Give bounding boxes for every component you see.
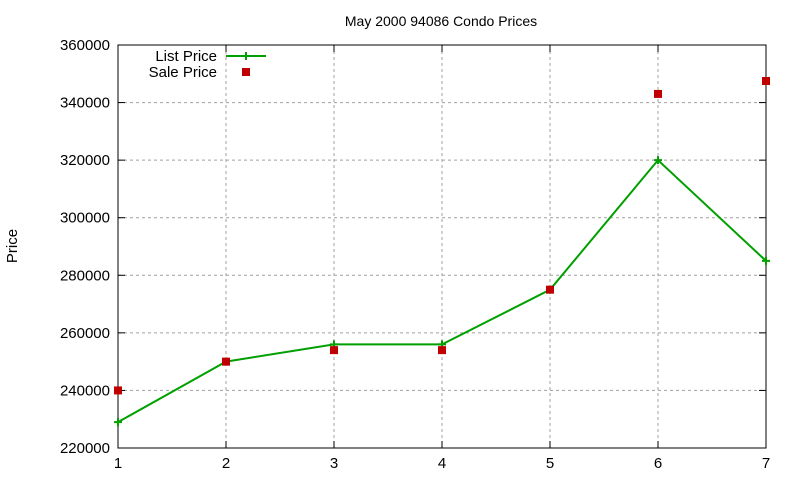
- x-tick-label: 5: [546, 455, 554, 472]
- x-tick-label: 6: [654, 455, 662, 472]
- square-marker: [114, 386, 122, 395]
- chart-title: May 2000 94086 Condo Prices: [345, 13, 537, 29]
- square-marker: [330, 346, 338, 355]
- legend-label: List Price: [155, 48, 217, 65]
- y-tick-label: 360000: [60, 37, 110, 54]
- square-marker: [654, 89, 662, 98]
- x-tick-label: 3: [330, 455, 338, 472]
- y-tick-label: 260000: [60, 325, 110, 342]
- y-axis-label: Price: [4, 229, 21, 263]
- y-axis-ticks: 220000 240000 260000 280000 300000 320000 3400…: [60, 37, 766, 457]
- y-tick-label: 300000: [60, 210, 110, 227]
- y-tick-label: 280000: [60, 267, 110, 284]
- square-marker: [546, 285, 554, 294]
- y-tick-label: 240000: [60, 382, 110, 399]
- x-tick-label: 1: [114, 455, 122, 472]
- square-marker: [438, 346, 446, 355]
- legend-square-swatch: [242, 68, 250, 76]
- legend-cross-swatch: [242, 52, 250, 60]
- cross-marker: [654, 156, 662, 165]
- data-series: [114, 76, 770, 427]
- y-tick-label: 320000: [60, 152, 110, 169]
- grid-lines: [118, 45, 766, 448]
- square-marker: [222, 357, 230, 366]
- plot-border: [117, 44, 767, 449]
- cross-marker: [762, 256, 770, 265]
- y-tick-label: 340000: [60, 95, 110, 112]
- x-tick-label: 4: [438, 455, 446, 472]
- square-marker: [762, 76, 770, 85]
- legend-label: Sale Price: [149, 64, 217, 81]
- y-tick-label: 220000: [60, 440, 110, 457]
- x-tick-label: 7: [762, 455, 770, 472]
- cross-marker: [114, 418, 122, 427]
- x-tick-label: 2: [222, 455, 230, 472]
